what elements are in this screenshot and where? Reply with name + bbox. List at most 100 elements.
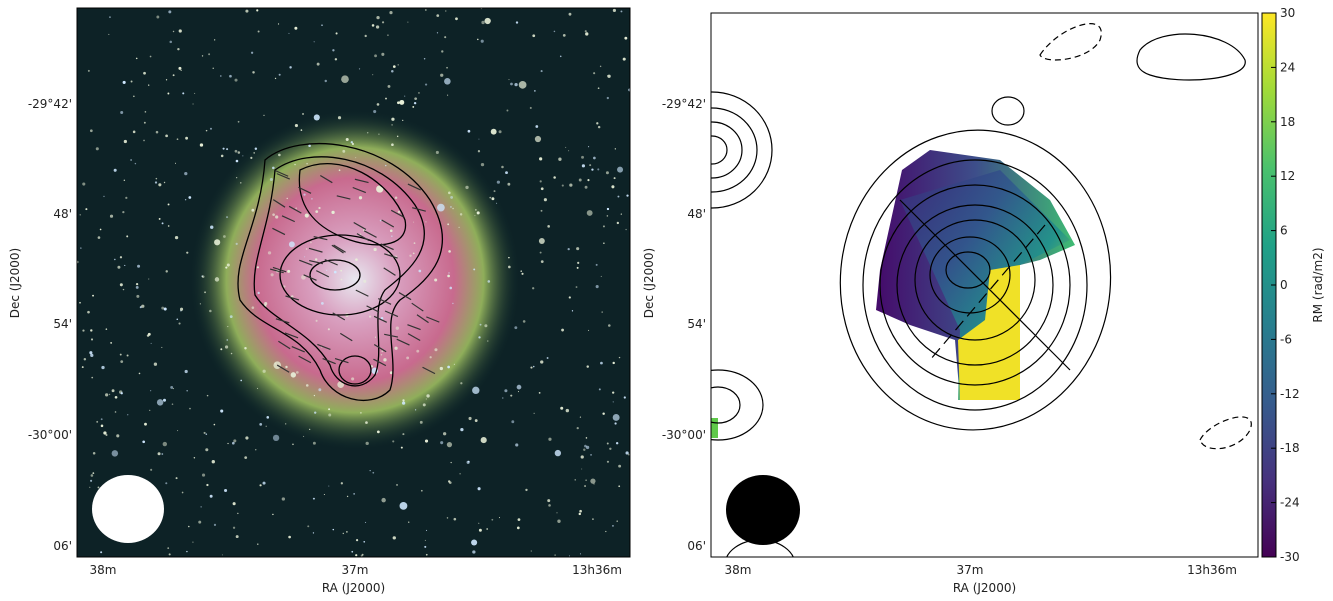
star xyxy=(374,54,377,57)
star xyxy=(226,216,228,218)
star xyxy=(227,326,228,327)
star xyxy=(600,362,603,365)
star xyxy=(480,324,482,326)
star xyxy=(381,350,383,352)
star xyxy=(149,410,150,411)
star xyxy=(202,55,203,56)
star xyxy=(120,354,122,356)
star xyxy=(515,443,518,446)
star xyxy=(202,275,205,278)
star xyxy=(263,115,264,116)
star xyxy=(472,550,475,553)
star xyxy=(534,90,536,92)
star xyxy=(273,435,279,441)
star xyxy=(316,320,318,322)
star xyxy=(556,512,557,513)
star xyxy=(532,287,534,289)
star xyxy=(168,204,170,206)
star xyxy=(468,130,471,133)
y-tick-label: 06' xyxy=(53,539,72,553)
star xyxy=(355,258,358,261)
star xyxy=(406,356,409,359)
star xyxy=(402,402,405,405)
star xyxy=(356,539,358,541)
star xyxy=(408,521,409,522)
star xyxy=(391,118,394,121)
star xyxy=(558,158,561,161)
star xyxy=(212,460,215,463)
star xyxy=(447,517,448,518)
star xyxy=(186,551,187,552)
optical-panel xyxy=(76,8,632,557)
star xyxy=(618,465,621,468)
star xyxy=(499,517,500,518)
star xyxy=(148,333,151,336)
y-tick-label: -30°00' xyxy=(28,428,72,442)
star xyxy=(593,157,596,160)
star xyxy=(434,278,437,281)
star xyxy=(587,365,589,367)
star xyxy=(596,264,598,266)
star xyxy=(478,487,481,490)
star xyxy=(454,518,457,521)
star xyxy=(155,181,157,183)
star xyxy=(579,513,581,515)
star xyxy=(360,412,362,414)
colorbar-label: RM (rad/m2) xyxy=(1311,247,1325,322)
star xyxy=(236,535,239,538)
star xyxy=(491,197,494,200)
star xyxy=(176,318,178,320)
star xyxy=(600,66,601,67)
star xyxy=(184,172,187,175)
star xyxy=(194,457,195,458)
star xyxy=(185,199,186,200)
star xyxy=(334,271,337,274)
colorbar-tick-label: 24 xyxy=(1280,60,1295,74)
star xyxy=(180,308,183,311)
star xyxy=(607,208,609,210)
star xyxy=(332,49,334,51)
star xyxy=(602,412,604,414)
star xyxy=(124,265,125,266)
star xyxy=(434,348,437,351)
star xyxy=(295,124,298,127)
star xyxy=(112,389,115,392)
star xyxy=(144,122,146,124)
star xyxy=(185,137,188,140)
star xyxy=(530,107,532,109)
star xyxy=(514,326,517,329)
star xyxy=(481,40,484,43)
star xyxy=(430,356,432,358)
star xyxy=(245,436,248,439)
star xyxy=(303,194,305,196)
star xyxy=(598,87,600,89)
star xyxy=(376,16,379,19)
star xyxy=(307,525,309,527)
star xyxy=(206,130,208,132)
star xyxy=(547,499,550,502)
star xyxy=(587,210,593,216)
star xyxy=(158,183,161,186)
star xyxy=(341,482,343,484)
star xyxy=(136,295,139,298)
star xyxy=(170,386,173,389)
star xyxy=(381,354,382,355)
star xyxy=(584,445,587,448)
x-tick-label: 37m xyxy=(957,563,984,577)
star xyxy=(363,280,366,283)
star xyxy=(133,96,135,98)
star xyxy=(289,241,295,247)
star xyxy=(188,526,190,528)
star xyxy=(209,310,212,313)
star xyxy=(256,9,258,11)
star xyxy=(289,66,291,68)
star xyxy=(82,329,84,331)
star xyxy=(617,196,619,198)
star xyxy=(420,421,423,424)
star xyxy=(230,315,233,318)
star xyxy=(424,546,426,548)
star xyxy=(244,347,246,349)
star xyxy=(561,329,564,332)
star xyxy=(326,270,327,271)
star xyxy=(176,477,178,479)
